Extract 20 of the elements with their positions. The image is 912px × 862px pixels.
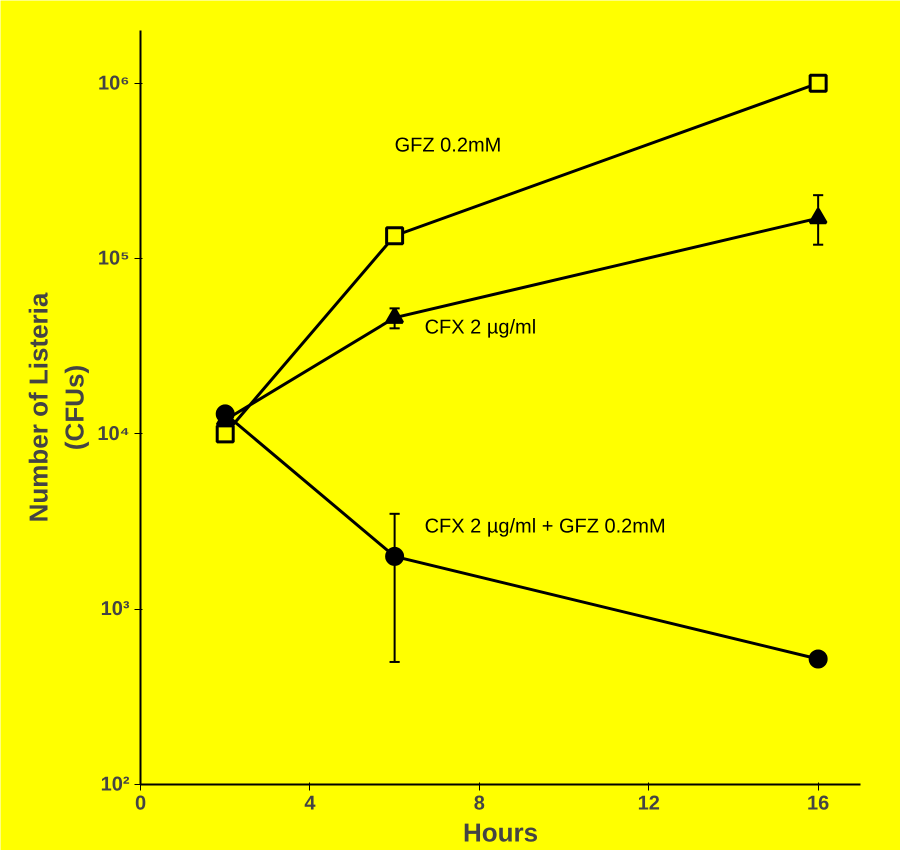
y-tick-label: 10² (100, 774, 130, 796)
point (808, 74, 828, 93)
x-tick-label: 8 (474, 792, 485, 814)
x-axis-title: Hours (462, 818, 538, 848)
y-axis-title: Number of Listeria (CFUs) (23, 292, 90, 522)
series-label: CFX 2 µg/ml (424, 316, 536, 339)
y-tick-label: 10³ (100, 598, 130, 620)
point (216, 424, 235, 444)
point (385, 226, 404, 246)
x-tick-label: 4 (304, 792, 316, 814)
series-label: GFZ 0.2mM (394, 134, 502, 157)
x-tick-label: 16 (807, 792, 830, 814)
y-tick-label: 10⁵ (98, 248, 130, 270)
y-tick-label: 10⁶ (98, 72, 130, 94)
x-tick-label: 0 (134, 792, 146, 814)
point (385, 546, 404, 566)
y-tick-label: 10⁴ (97, 422, 130, 445)
point (808, 649, 828, 668)
series-label: CFX 2 µg/ml + GFZ 0.2mM (424, 515, 666, 538)
x-tick-label: 12 (638, 792, 660, 814)
